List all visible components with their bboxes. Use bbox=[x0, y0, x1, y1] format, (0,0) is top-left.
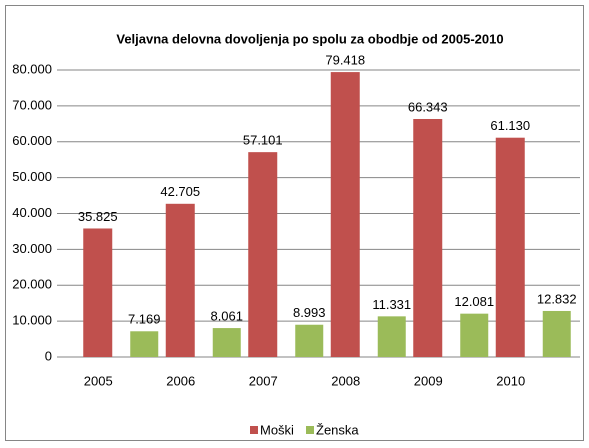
value-label: 12.081 bbox=[454, 294, 494, 309]
bar bbox=[413, 118, 443, 358]
x-tick-label: 2007 bbox=[249, 373, 278, 388]
legend-label: Moški bbox=[260, 422, 294, 437]
value-label: 61.130 bbox=[490, 118, 530, 133]
value-label: 7.169 bbox=[128, 312, 161, 327]
value-label: 8.993 bbox=[293, 305, 326, 320]
y-tick-label: 30.000 bbox=[12, 241, 52, 256]
bar bbox=[83, 228, 113, 357]
bar bbox=[130, 331, 159, 357]
value-label: 11.331 bbox=[372, 297, 411, 312]
legend-swatch bbox=[306, 426, 314, 434]
chart-title: Veljavna delovna dovoljenja po spolu za … bbox=[116, 31, 503, 46]
y-tick-label: 0 bbox=[45, 348, 52, 363]
value-label: 79.418 bbox=[325, 53, 365, 68]
y-tick-label: 40.000 bbox=[12, 205, 52, 220]
legend-swatch bbox=[250, 426, 258, 434]
bar bbox=[542, 310, 571, 357]
bar bbox=[377, 316, 406, 357]
x-tick-label: 2006 bbox=[166, 373, 195, 388]
x-tick-label: 2010 bbox=[496, 373, 525, 388]
bar bbox=[212, 328, 241, 357]
y-tick-label: 80.000 bbox=[12, 61, 52, 76]
y-tick-label: 50.000 bbox=[12, 169, 52, 184]
bar bbox=[330, 72, 360, 357]
value-label: 66.343 bbox=[408, 99, 448, 114]
value-label: 12.832 bbox=[537, 291, 577, 306]
bar bbox=[460, 313, 489, 357]
y-tick-label: 70.000 bbox=[12, 97, 52, 112]
value-label: 42.705 bbox=[160, 184, 200, 199]
bar bbox=[248, 152, 278, 357]
x-tick-label: 2005 bbox=[84, 373, 113, 388]
bar bbox=[165, 203, 195, 357]
bar bbox=[495, 137, 525, 357]
value-label: 8.061 bbox=[210, 309, 243, 324]
bar bbox=[295, 324, 324, 357]
y-tick-label: 60.000 bbox=[12, 133, 52, 148]
x-tick-label: 2008 bbox=[331, 373, 360, 388]
value-label: 57.101 bbox=[243, 133, 283, 148]
value-label: 35.825 bbox=[78, 209, 118, 224]
chart-border bbox=[5, 5, 584, 441]
x-tick-label: 2009 bbox=[414, 373, 443, 388]
y-tick-label: 10.000 bbox=[12, 313, 52, 328]
y-tick-label: 20.000 bbox=[12, 277, 52, 292]
legend-label: Ženska bbox=[316, 422, 359, 437]
